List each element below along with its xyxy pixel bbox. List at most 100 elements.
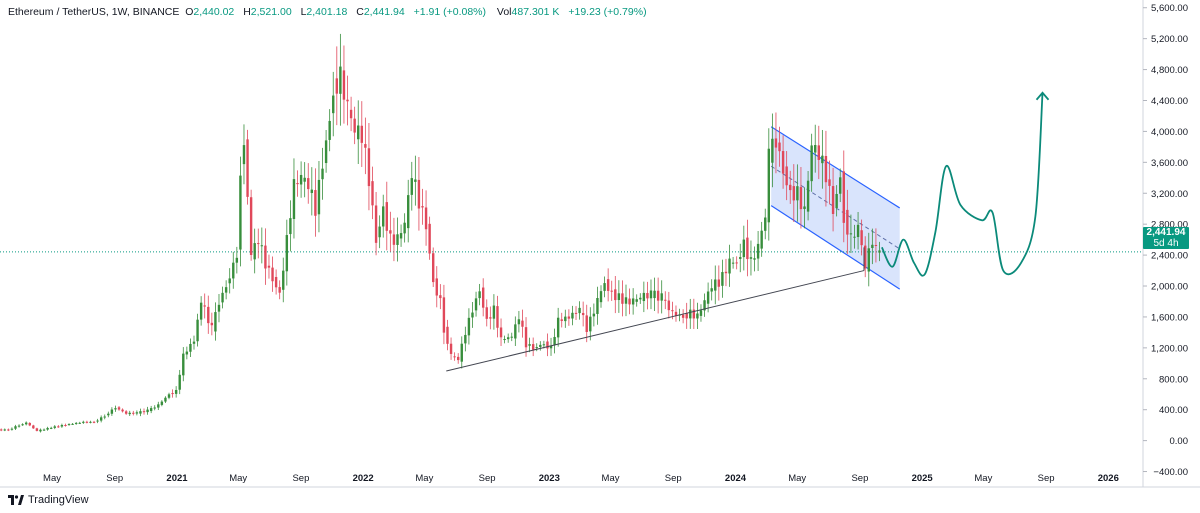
candle-body <box>92 421 96 423</box>
candle-body <box>32 425 35 429</box>
candle-body <box>303 177 306 182</box>
candle-body <box>878 250 881 253</box>
brand-name: TradingView <box>28 494 89 506</box>
candle-body <box>774 138 778 148</box>
tradingview-brand[interactable]: TradingView <box>8 494 89 506</box>
y-tick-label: 0.00 <box>1170 436 1189 447</box>
candle-body <box>403 222 406 234</box>
candle-body <box>124 411 128 414</box>
candle-body <box>592 313 596 317</box>
candle-body <box>753 258 756 260</box>
candle-body <box>314 190 317 216</box>
candle-body <box>292 179 296 219</box>
candle-body <box>167 394 171 398</box>
candle-body <box>635 299 638 302</box>
candle-body <box>481 287 485 308</box>
candle-body <box>164 397 167 402</box>
candle-body <box>428 223 431 254</box>
candle-body <box>867 248 870 272</box>
candle-body <box>346 99 349 102</box>
x-tick-label: Sep <box>292 473 309 484</box>
candle-body <box>364 144 367 148</box>
candle-body <box>799 187 803 210</box>
candle-body <box>731 262 735 264</box>
close-label: C <box>356 6 364 18</box>
candle-body <box>831 186 835 214</box>
candle-body <box>485 307 488 319</box>
candle-body <box>417 179 421 209</box>
candle-body <box>842 171 845 223</box>
candle-body <box>856 224 860 238</box>
last-price-tag: 2,441.94 5d 4h <box>1143 227 1189 249</box>
candle-body <box>742 239 746 258</box>
y-tick-label: −400.00 <box>1153 467 1188 478</box>
candle-body <box>503 339 506 341</box>
candle-body <box>253 243 256 260</box>
candle-body <box>153 407 156 409</box>
candle-body <box>542 344 546 346</box>
candle-body <box>42 429 46 431</box>
candle-body <box>96 420 99 422</box>
candle-body <box>399 233 403 239</box>
candle-body <box>739 257 742 259</box>
x-tick-label: May <box>43 473 61 484</box>
candle-body <box>785 166 788 186</box>
candle-body <box>367 148 371 187</box>
x-tick-label: 2024 <box>725 473 747 484</box>
candle-body <box>242 145 246 165</box>
symbol-legend: Ethereum / TetherUS, 1W, BINANCE O2,440.… <box>8 6 655 18</box>
candle-body <box>846 209 849 235</box>
x-tick-label: 2021 <box>166 473 188 484</box>
candle-body <box>221 292 224 303</box>
candle-body <box>446 326 449 344</box>
x-tick-label: Sep <box>479 473 496 484</box>
candle-body <box>499 327 503 338</box>
candle-body <box>339 66 342 94</box>
candle-body <box>35 428 39 431</box>
candle-body <box>489 317 492 319</box>
candle-body <box>103 416 106 418</box>
candle-body <box>85 421 89 423</box>
candle-body <box>521 320 524 327</box>
candle-body <box>357 125 360 140</box>
projection-arrowhead <box>1035 91 1050 101</box>
candle-body <box>107 413 110 416</box>
candle-body <box>524 327 528 348</box>
candle-body <box>746 237 749 260</box>
candle-body <box>210 322 214 326</box>
candle-body <box>46 427 49 430</box>
candle-body <box>392 234 396 245</box>
x-tick-label: Sep <box>851 473 868 484</box>
high-value: 2,521.00 <box>250 6 292 18</box>
candle-body <box>692 309 696 319</box>
y-tick-label: 2,000.00 <box>1151 282 1188 293</box>
candle-body <box>578 307 581 314</box>
candle-body <box>121 409 124 412</box>
candle-body <box>296 183 299 185</box>
candle-body <box>689 309 692 319</box>
candle-body <box>271 267 274 282</box>
candle-body <box>410 178 413 195</box>
candle-body <box>456 356 460 361</box>
tradingview-logo-icon <box>8 495 24 505</box>
open-label: O <box>185 6 194 18</box>
candle-body <box>792 186 796 201</box>
candle-body <box>835 193 838 208</box>
candle-body <box>278 287 281 293</box>
candle-body <box>571 312 574 319</box>
candle-body <box>89 421 92 423</box>
candle-body <box>192 341 196 344</box>
candle-body <box>864 245 867 269</box>
candle-body <box>157 404 160 408</box>
candle-body <box>860 230 863 246</box>
candle-body <box>671 310 674 312</box>
candle-body <box>724 271 728 274</box>
candle-body <box>581 312 585 316</box>
candle-body <box>371 181 374 206</box>
candle-body <box>382 206 385 227</box>
candle-body <box>389 230 392 234</box>
candle-body <box>710 288 713 292</box>
candle-body <box>656 290 660 301</box>
candle-body <box>432 253 435 283</box>
